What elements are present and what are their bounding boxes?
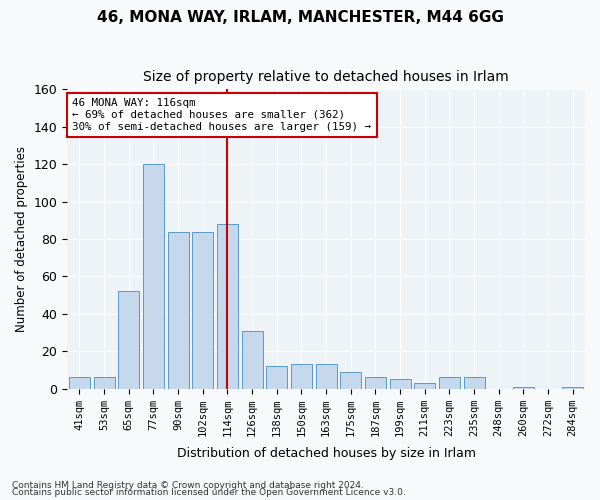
Bar <box>316 364 337 388</box>
Bar <box>217 224 238 388</box>
Text: 46 MONA WAY: 116sqm
← 69% of detached houses are smaller (362)
30% of semi-detac: 46 MONA WAY: 116sqm ← 69% of detached ho… <box>73 98 371 132</box>
X-axis label: Distribution of detached houses by size in Irlam: Distribution of detached houses by size … <box>176 447 476 460</box>
Bar <box>192 232 213 388</box>
Bar <box>167 232 188 388</box>
Text: Contains HM Land Registry data © Crown copyright and database right 2024.: Contains HM Land Registry data © Crown c… <box>12 480 364 490</box>
Bar <box>94 378 115 388</box>
Bar <box>513 387 534 388</box>
Text: 46, MONA WAY, IRLAM, MANCHESTER, M44 6GG: 46, MONA WAY, IRLAM, MANCHESTER, M44 6GG <box>97 10 503 25</box>
Title: Size of property relative to detached houses in Irlam: Size of property relative to detached ho… <box>143 70 509 84</box>
Bar <box>439 378 460 388</box>
Bar <box>143 164 164 388</box>
Bar <box>340 372 361 388</box>
Text: Contains public sector information licensed under the Open Government Licence v3: Contains public sector information licen… <box>12 488 406 497</box>
Bar <box>242 330 263 388</box>
Bar <box>562 387 583 388</box>
Bar <box>69 378 90 388</box>
Y-axis label: Number of detached properties: Number of detached properties <box>15 146 28 332</box>
Bar <box>365 378 386 388</box>
Bar <box>291 364 312 388</box>
Bar <box>118 292 139 388</box>
Bar <box>266 366 287 388</box>
Bar <box>464 378 485 388</box>
Bar <box>389 380 410 388</box>
Bar <box>414 383 435 388</box>
